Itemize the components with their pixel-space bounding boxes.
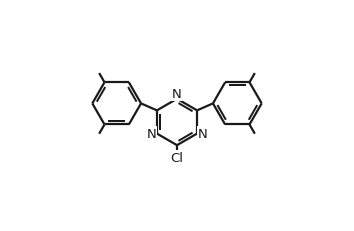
Text: N: N: [197, 128, 207, 140]
Text: Cl: Cl: [171, 151, 183, 164]
Text: N: N: [172, 88, 182, 101]
Text: N: N: [147, 128, 157, 140]
